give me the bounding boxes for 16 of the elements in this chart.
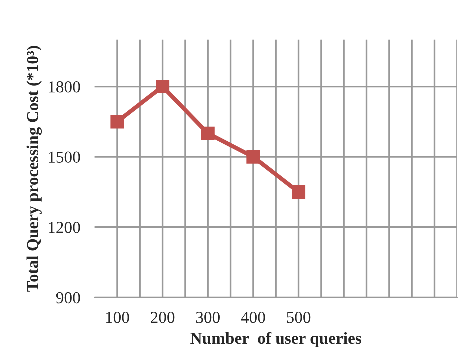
y-tick-label: 1200 [49,222,80,234]
y-tick-label: 900 [56,292,80,304]
x-tick-label: 100 [106,312,130,324]
y-tick-label: 1500 [49,152,80,164]
point [201,126,215,140]
x-tick-label: 400 [241,312,266,324]
point [246,150,260,164]
x-tick-label: 300 [196,312,220,324]
point [292,185,306,199]
point [110,115,124,129]
y-axis-title: Total Query processing Cost (*10³) [26,46,42,292]
x-tick-label: 500 [287,312,311,324]
x-axis-title: Number of user queries [190,332,362,348]
x-tick-label: 200 [151,312,175,324]
y-tick-label: 1800 [49,81,80,93]
point [156,80,170,94]
